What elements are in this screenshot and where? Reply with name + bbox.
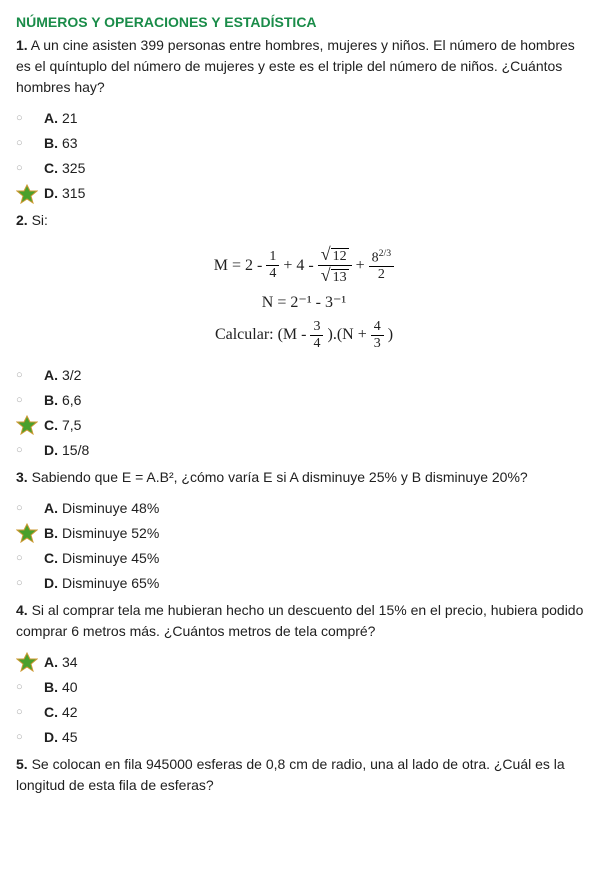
q1-options: A. 21 B. 63 C. 325 D. 315 <box>16 108 592 204</box>
opt-label: B. <box>34 133 62 154</box>
q4-opt-a[interactable]: A. 34 <box>16 652 592 673</box>
q4-opt-b[interactable]: B. 40 <box>16 677 592 698</box>
opt-label: D. <box>34 727 62 748</box>
radio-icon[interactable] <box>16 160 34 177</box>
opt-value: 15/8 <box>62 440 89 461</box>
opt-label: D. <box>34 183 62 204</box>
q2-text: Si: <box>28 212 48 228</box>
q2-opt-c[interactable]: C. 7,5 <box>16 415 592 436</box>
opt-value: 325 <box>62 158 85 179</box>
radio-icon[interactable] <box>16 392 34 409</box>
opt-value: 3/2 <box>62 365 81 386</box>
opt-label: C. <box>34 158 62 179</box>
q1-text: A un cine asisten 399 personas entre hom… <box>16 37 575 95</box>
opt-value: 7,5 <box>62 415 81 436</box>
opt-value: 21 <box>62 108 78 129</box>
q3-number: 3. <box>16 469 28 485</box>
opt-label: B. <box>34 677 62 698</box>
q5-text: Se colocan en fila 945000 esferas de 0,8… <box>16 756 565 793</box>
radio-icon[interactable] <box>16 679 34 696</box>
opt-value: Disminuye 52% <box>62 523 159 544</box>
q4-text: Si al comprar tela me hubieran hecho un … <box>16 602 583 639</box>
plus: + <box>356 253 365 279</box>
question-2: 2. Si: <box>16 210 592 231</box>
q2-math: M = 2 - 14 + 4 - √12 √13 + 82/3 2 N = 2⁻… <box>16 245 592 351</box>
q3-opt-b[interactable]: B. Disminuye 52% <box>16 523 592 544</box>
radio-icon[interactable] <box>16 729 34 746</box>
radio-icon[interactable] <box>16 704 34 721</box>
opt-value: 40 <box>62 677 78 698</box>
calc-mid: ).(N + <box>327 322 366 348</box>
frac-4-3: 43 <box>371 319 384 351</box>
frac-sqrt: √12 √13 <box>318 245 352 286</box>
radio-icon[interactable] <box>16 550 34 567</box>
frac-3-4: 34 <box>310 319 323 351</box>
q1-number: 1. <box>16 37 28 53</box>
calc-lead: Calcular: (M - <box>215 322 307 348</box>
selected-badge-icon <box>16 523 38 543</box>
opt-value: 42 <box>62 702 78 723</box>
opt-value: Disminuye 45% <box>62 548 159 569</box>
q1-opt-b[interactable]: B. 63 <box>16 133 592 154</box>
section-header: NÚMEROS Y OPERACIONES Y ESTADÍSTICA <box>16 12 592 33</box>
selected-badge-icon <box>16 415 38 435</box>
math-line-m: M = 2 - 14 + 4 - √12 √13 + 82/3 2 <box>16 245 592 286</box>
opt-label: C. <box>34 548 62 569</box>
q1-opt-c[interactable]: C. 325 <box>16 158 592 179</box>
radio-icon[interactable] <box>16 367 34 384</box>
opt-label: C. <box>34 415 62 436</box>
opt-label: A. <box>34 652 62 673</box>
m-lead: M = 2 - <box>214 253 263 279</box>
q2-opt-d[interactable]: D. 15/8 <box>16 440 592 461</box>
opt-value: Disminuye 65% <box>62 573 159 594</box>
opt-value: 315 <box>62 183 85 204</box>
q1-opt-d[interactable]: D. 315 <box>16 183 592 204</box>
opt-label: D. <box>34 573 62 594</box>
q2-number: 2. <box>16 212 28 228</box>
opt-value: 63 <box>62 133 78 154</box>
q4-opt-c[interactable]: C. 42 <box>16 702 592 723</box>
opt-value: 45 <box>62 727 78 748</box>
question-4: 4. Si al comprar tela me hubieran hecho … <box>16 600 592 642</box>
radio-icon[interactable] <box>16 110 34 127</box>
opt-label: A. <box>34 108 62 129</box>
opt-label: A. <box>34 365 62 386</box>
question-5: 5. Se colocan en fila 945000 esferas de … <box>16 754 592 796</box>
question-3: 3. Sabiendo que E = A.B², ¿cómo varía E … <box>16 467 592 488</box>
selected-badge-icon <box>16 652 38 672</box>
opt-label: B. <box>34 390 62 411</box>
q2-opt-a[interactable]: A. 3/2 <box>16 365 592 386</box>
radio-icon[interactable] <box>16 575 34 592</box>
plus4: + 4 - <box>283 253 313 279</box>
opt-value: Disminuye 48% <box>62 498 159 519</box>
q2-opt-b[interactable]: B. 6,6 <box>16 390 592 411</box>
opt-label: C. <box>34 702 62 723</box>
math-line-calc: Calcular: (M - 34 ).(N + 43 ) <box>16 319 592 351</box>
opt-value: 34 <box>62 652 78 673</box>
q3-opt-d[interactable]: D. Disminuye 65% <box>16 573 592 594</box>
frac-8-2: 82/3 2 <box>369 249 395 282</box>
opt-label: A. <box>34 498 62 519</box>
q5-number: 5. <box>16 756 28 772</box>
opt-label: B. <box>34 523 62 544</box>
math-line-n: N = 2⁻¹ - 3⁻¹ <box>16 290 592 316</box>
q3-opt-a[interactable]: A. Disminuye 48% <box>16 498 592 519</box>
calc-end: ) <box>388 322 393 348</box>
q3-text: Sabiendo que E = A.B², ¿cómo varía E si … <box>28 469 528 485</box>
q1-opt-a[interactable]: A. 21 <box>16 108 592 129</box>
question-1: 1. A un cine asisten 399 personas entre … <box>16 35 592 98</box>
q3-options: A. Disminuye 48% B. Disminuye 52% C. Dis… <box>16 498 592 594</box>
selected-badge-icon <box>16 184 38 204</box>
q2-options: A. 3/2 B. 6,6 C. 7,5 D. 15/8 <box>16 365 592 461</box>
q4-number: 4. <box>16 602 28 618</box>
q3-opt-c[interactable]: C. Disminuye 45% <box>16 548 592 569</box>
radio-icon[interactable] <box>16 135 34 152</box>
radio-icon[interactable] <box>16 500 34 517</box>
q4-opt-d[interactable]: D. 45 <box>16 727 592 748</box>
opt-label: D. <box>34 440 62 461</box>
opt-value: 6,6 <box>62 390 81 411</box>
q4-options: A. 34 B. 40 C. 42 D. 45 <box>16 652 592 748</box>
frac-1-4: 14 <box>266 249 279 281</box>
radio-icon[interactable] <box>16 442 34 459</box>
